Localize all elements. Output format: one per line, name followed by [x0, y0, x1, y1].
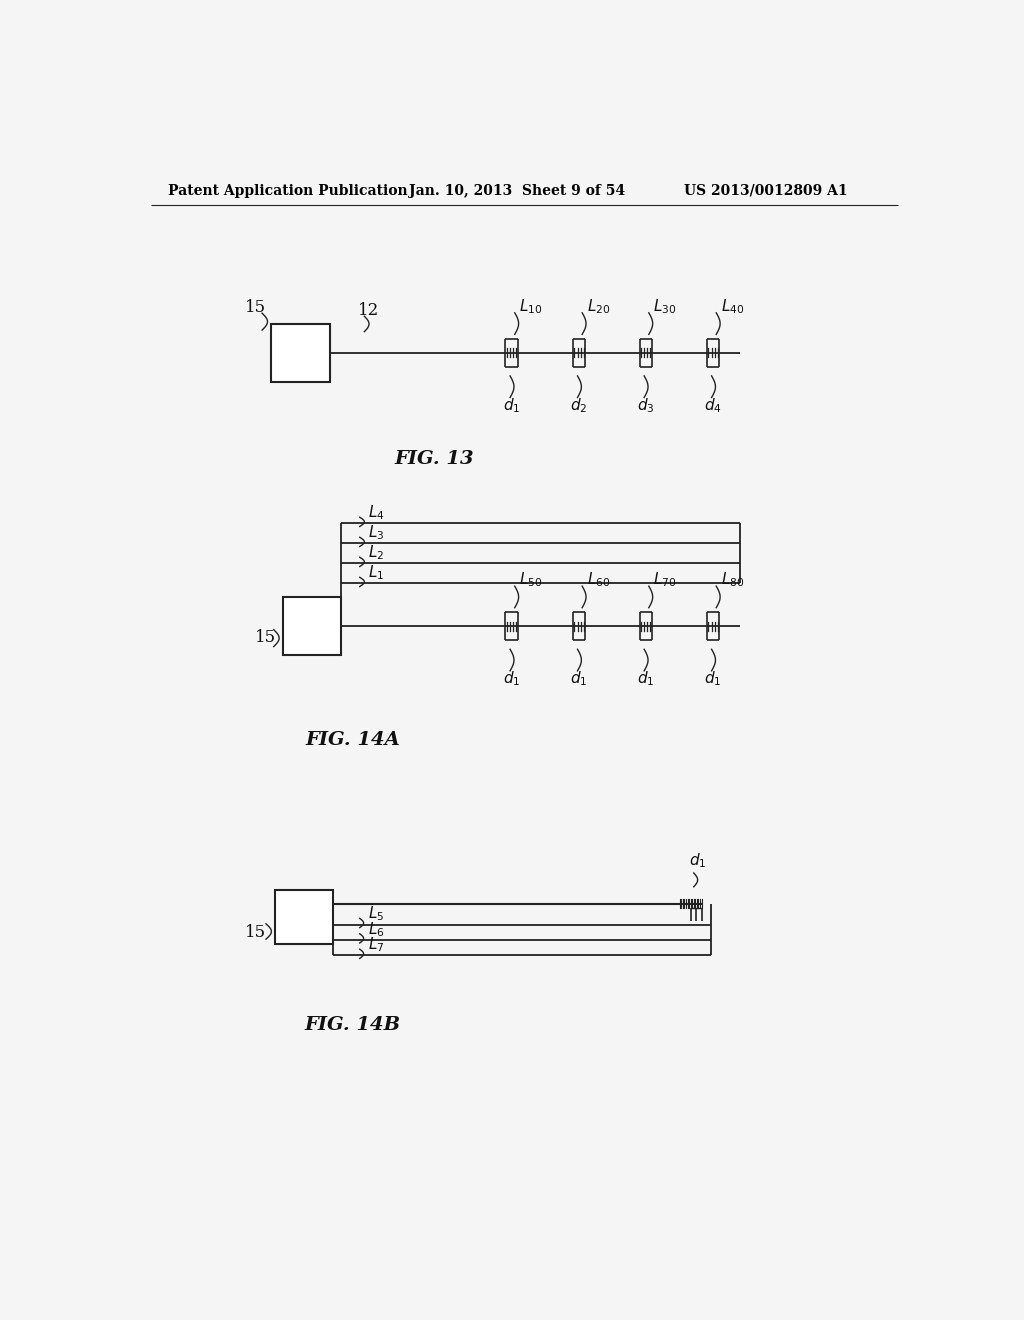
Text: Jan. 10, 2013  Sheet 9 of 54: Jan. 10, 2013 Sheet 9 of 54 — [409, 183, 625, 198]
Text: $d_1$: $d_1$ — [503, 669, 520, 688]
Text: US 2013/0012809 A1: US 2013/0012809 A1 — [684, 183, 848, 198]
Text: FIG. 14A: FIG. 14A — [305, 731, 400, 748]
Text: $d_1$: $d_1$ — [570, 669, 588, 688]
Text: $L_{10}$: $L_{10}$ — [519, 297, 543, 315]
Text: $L_{40}$: $L_{40}$ — [721, 297, 744, 315]
Text: 15: 15 — [255, 628, 276, 645]
Text: $L_3$: $L_3$ — [369, 523, 385, 543]
Text: $d_2$: $d_2$ — [570, 396, 588, 414]
Text: $L_6$: $L_6$ — [369, 920, 385, 939]
Text: $d_1$: $d_1$ — [689, 851, 707, 870]
Bar — [275, 890, 334, 944]
Text: $L_{60}$: $L_{60}$ — [587, 570, 610, 589]
Text: $d_1$: $d_1$ — [637, 669, 654, 688]
Text: $d_4$: $d_4$ — [705, 396, 722, 414]
Text: $L_{50}$: $L_{50}$ — [519, 570, 543, 589]
Text: 15: 15 — [246, 298, 266, 315]
Text: 15: 15 — [246, 924, 266, 941]
Text: $L_7$: $L_7$ — [369, 935, 385, 954]
Bar — [271, 323, 330, 381]
Text: 12: 12 — [357, 301, 379, 318]
Text: $L_2$: $L_2$ — [369, 544, 384, 562]
Text: $L_{20}$: $L_{20}$ — [587, 297, 610, 315]
Text: $L_{70}$: $L_{70}$ — [653, 570, 677, 589]
Text: $L_1$: $L_1$ — [369, 564, 384, 582]
Bar — [283, 598, 341, 655]
Text: $d_1$: $d_1$ — [705, 669, 722, 688]
Text: $d_3$: $d_3$ — [637, 396, 654, 414]
Text: $L_{80}$: $L_{80}$ — [721, 570, 744, 589]
Text: FIG. 13: FIG. 13 — [394, 450, 474, 467]
Text: $L_5$: $L_5$ — [369, 904, 384, 923]
Text: $L_4$: $L_4$ — [369, 503, 385, 521]
Text: $d_1$: $d_1$ — [503, 396, 520, 414]
Text: $L_{30}$: $L_{30}$ — [653, 297, 677, 315]
Text: FIG. 14B: FIG. 14B — [305, 1015, 400, 1034]
Text: Patent Application Publication: Patent Application Publication — [168, 183, 408, 198]
